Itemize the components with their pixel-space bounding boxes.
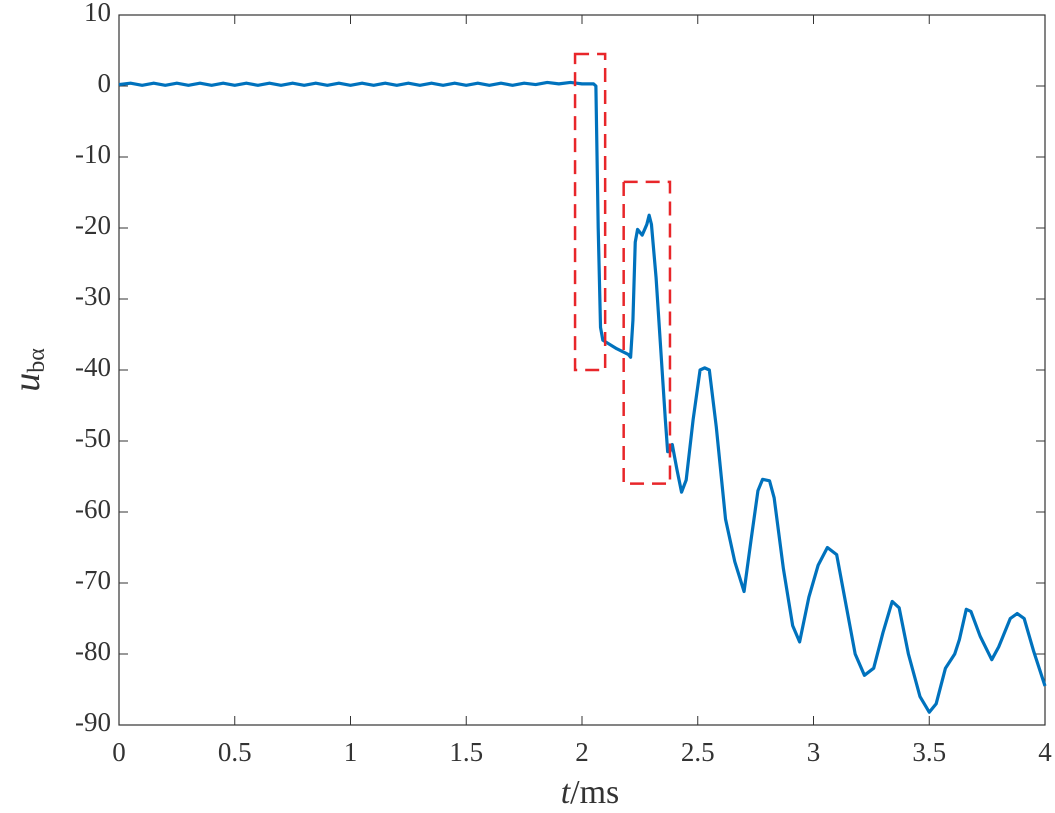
x-tick-label: 0 [112,737,126,767]
highlight-box [622,180,672,485]
y-tick-label: -40 [75,352,111,382]
highlight-box [573,52,607,372]
plot-frame [118,14,1046,726]
line-series [118,80,1047,714]
x-label-unit: /ms [570,774,619,811]
x-tick-label: 1.5 [449,737,483,767]
x-tick-label: 4 [1038,737,1052,767]
y-label-var: u [6,373,48,392]
x-tick-label: 2.5 [681,737,715,767]
x-tick-label: 3.5 [912,737,946,767]
y-tick-label: 0 [98,68,112,98]
x-label-var: t [561,774,572,811]
y-tick-label: -20 [75,210,111,240]
y-tick-label: -10 [75,139,111,169]
x-tick-label: 0.5 [218,737,252,767]
y-tick-label: 10 [84,0,111,27]
y-tick-label: -80 [75,636,111,666]
y-tick-label: -30 [75,281,111,311]
x-tick-label: 2 [575,737,589,767]
y-tick-label: -70 [75,565,111,595]
y-axis-label: ubα [6,348,50,392]
x-axis-label: t/ms [561,774,620,811]
y-label-sub: bα [24,348,50,373]
y-tick-label: -60 [75,494,111,524]
x-tick-label: 3 [807,737,821,767]
x-tick-label: 1 [344,737,358,767]
y-tick-label: -90 [75,707,111,737]
y-tick-label: -50 [75,423,111,453]
